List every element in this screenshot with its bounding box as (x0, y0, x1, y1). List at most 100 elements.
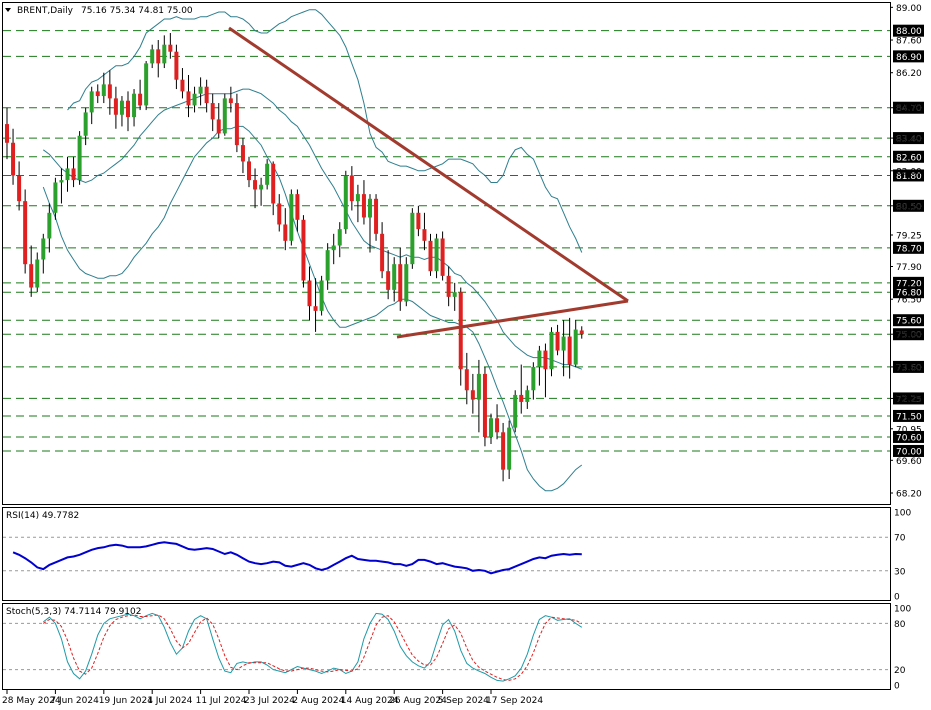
candle-body (361, 194, 366, 218)
candle (228, 86, 233, 113)
candle-body (107, 84, 112, 99)
candle-body (482, 373, 487, 437)
candle-body (525, 390, 530, 402)
candle (271, 161, 276, 216)
candle (313, 278, 318, 332)
candle-body (162, 44, 167, 64)
candle (89, 86, 94, 125)
candle (561, 320, 566, 377)
candle-body (23, 201, 28, 265)
price-tick-label: 73.60 (896, 363, 922, 373)
price-tick-label: 89.00 (896, 4, 922, 14)
candle-body (65, 168, 70, 181)
candle (440, 231, 445, 281)
candle (204, 79, 209, 113)
rsi-title: RSI(14) 49.7782 (6, 511, 79, 521)
axis-tick-label: 70 (894, 534, 906, 544)
level-tag-label: 88.00 (896, 27, 922, 37)
price-tick-label: 72.25 (896, 395, 922, 405)
candle-body (319, 280, 324, 311)
stoch-pane[interactable] (2, 603, 891, 690)
level-tag-label: 86.90 (896, 53, 922, 63)
candle-body (337, 229, 342, 246)
candle-body (41, 238, 46, 260)
candle (537, 345, 542, 386)
candle-body (83, 112, 88, 136)
level-tag-label: 76.80 (896, 289, 922, 299)
bollinger-middle-line (42, 88, 582, 370)
rsi-pane[interactable] (2, 507, 891, 601)
bollinger-upper-line (67, 9, 583, 253)
candle-body (446, 275, 451, 297)
candle (138, 79, 143, 111)
candle-body (71, 168, 76, 181)
candle-body (513, 394, 518, 428)
price-pane[interactable] (2, 2, 891, 505)
candle (307, 266, 312, 321)
candle-body (374, 198, 379, 234)
candle (428, 233, 433, 276)
axis-tick-label: 100 (894, 605, 911, 615)
candle (222, 93, 227, 136)
candle-body (180, 79, 185, 92)
candle (216, 103, 221, 139)
candle (295, 189, 300, 232)
candle-body (537, 350, 542, 367)
level-tag (893, 50, 924, 63)
candle-body (295, 194, 300, 220)
candle-body (156, 49, 161, 64)
axis-tick-label: 30 (894, 567, 906, 577)
candle (289, 189, 294, 246)
candle-body (464, 369, 469, 391)
candle-body (416, 212, 421, 230)
candle (234, 93, 239, 153)
level-tag (893, 150, 924, 163)
level-tag-label: 75.00 (896, 331, 922, 341)
candle-body (579, 330, 584, 335)
candle-body (307, 280, 312, 307)
level-tag-label: 72.25 (896, 395, 922, 405)
candle-body (567, 336, 572, 365)
price-tick-label: 79.25 (896, 231, 922, 241)
candle (83, 107, 88, 146)
candle (150, 44, 155, 69)
axis-tick-label: 20 (894, 666, 906, 676)
candle-body (283, 224, 288, 241)
candle (162, 35, 167, 69)
level-tag (893, 328, 924, 341)
candle (11, 128, 16, 185)
candle (331, 233, 336, 265)
candle-body (476, 373, 481, 400)
candle-body (325, 250, 330, 281)
candle-body (126, 100, 130, 118)
candle (422, 212, 427, 251)
time-tick-label: 23 Jul 2024 (244, 696, 295, 706)
price-tick-label: 82.00 (896, 167, 922, 177)
time-tick-label: 5 Sep 2024 (438, 696, 490, 706)
signal-line (43, 614, 583, 681)
candle (35, 252, 40, 293)
candle (434, 233, 439, 279)
bollinger-bands (42, 9, 583, 492)
candle-body (368, 198, 372, 218)
level-tag-label: 71.50 (896, 412, 922, 422)
candle-body (259, 184, 264, 190)
candle-body (144, 63, 149, 106)
time-tick-label: 14 Aug 2024 (341, 696, 399, 706)
candle (470, 373, 475, 414)
stoch-title: Stoch(5,3,3) 74.7114 79.9102 (6, 607, 141, 617)
candle-body (519, 394, 524, 402)
price-tick-label: 80.50 (896, 202, 922, 212)
candle-body (216, 119, 221, 134)
level-tag (893, 286, 924, 299)
candle (416, 205, 421, 237)
level-tag (893, 101, 924, 114)
candle-body (392, 264, 397, 290)
bollinger-lower-line (42, 125, 583, 492)
candle-body (289, 194, 294, 241)
dropdown-arrow-icon[interactable] (5, 8, 11, 12)
candle-body (5, 124, 9, 143)
level-tag-label: 81.80 (896, 172, 922, 182)
candle-body (59, 180, 64, 183)
